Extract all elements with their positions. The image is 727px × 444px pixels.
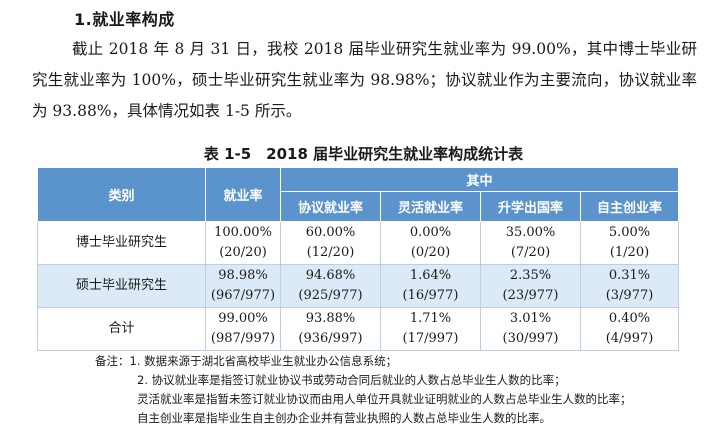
table-cell: 35.00% (7/20) bbox=[480, 221, 581, 265]
cell-fraction: (16/977) bbox=[402, 288, 459, 303]
cell-fraction: (967/977) bbox=[210, 288, 276, 303]
table-cell: 0.40% (4/997) bbox=[579, 307, 680, 351]
cell-fraction: (20/20) bbox=[219, 245, 267, 260]
table-cell: 94.68% (925/977) bbox=[280, 264, 381, 308]
table-caption: 表 1-5 2018 届毕业研究生就业率构成统计表 bbox=[203, 145, 524, 163]
cell-percent: 94.68% bbox=[305, 268, 356, 283]
table-cell: 60.00% (12/20) bbox=[280, 221, 381, 265]
note-line: 2. 协议就业率是指签订就业协议书或劳动合同后就业的人数占总毕业生人数的比率； bbox=[137, 373, 566, 387]
header-category: 类别 bbox=[37, 167, 206, 222]
cell-percent: 0.00% bbox=[409, 225, 452, 240]
cell-fraction: (7/20) bbox=[510, 245, 551, 260]
header-flexible-rate: 灵活就业率 bbox=[380, 191, 481, 222]
cell-percent: 0.31% bbox=[608, 268, 651, 283]
cell-percent: 1.64% bbox=[409, 268, 452, 283]
row-label: 博士毕业研究生 bbox=[37, 221, 206, 265]
table-cell: 100.00% (20/20) bbox=[205, 221, 281, 265]
cell-fraction: (925/977) bbox=[298, 288, 363, 303]
table-cell: 1.71% (17/997) bbox=[380, 307, 481, 351]
cell-percent: 99.00% bbox=[218, 311, 268, 326]
header-study-abroad-rate: 升学出国率 bbox=[480, 191, 581, 222]
cell-percent: 60.00% bbox=[305, 225, 356, 240]
cell-percent: 0.40% bbox=[608, 311, 651, 326]
table-cell: 98.98% (967/977) bbox=[205, 264, 281, 308]
notes-label: 备注： bbox=[95, 354, 130, 368]
table-notes: 备注：1. 数据来源于湖北省高校毕业生就业办公信息系统； 2. 协议就业率是指签… bbox=[95, 352, 632, 428]
cell-fraction: (23/977) bbox=[502, 288, 559, 303]
cell-fraction: (17/997) bbox=[402, 331, 459, 346]
cell-percent: 3.01% bbox=[509, 311, 552, 326]
cell-percent: 100.00% bbox=[214, 225, 272, 240]
row-label: 合计 bbox=[37, 307, 206, 351]
cell-percent: 2.35% bbox=[509, 268, 552, 283]
table-cell: 2.35% (23/977) bbox=[480, 264, 581, 308]
section-heading: 1.就业率构成 bbox=[74, 10, 175, 29]
table-row: 博士毕业研究生 100.00% (20/20) 60.00% (12/20) 0.0… bbox=[37, 221, 680, 265]
row-label: 硕士毕业研究生 bbox=[37, 264, 206, 308]
cell-fraction: (4/997) bbox=[605, 331, 654, 346]
table-cell: 5.00% (1/20) bbox=[579, 221, 680, 265]
cell-fraction: (936/997) bbox=[298, 331, 363, 346]
table-cell: 0.00% (0/20) bbox=[380, 221, 481, 265]
cell-percent: 98.98% bbox=[218, 268, 268, 283]
table-row: 硕士毕业研究生 98.98% (967/977) 94.68% (925/977) … bbox=[37, 264, 680, 308]
header-group: 其中 bbox=[279, 167, 680, 192]
header-rate: 就业率 bbox=[205, 167, 281, 222]
table-cell: 3.01% (30/997) bbox=[480, 307, 581, 351]
header-entrepreneurship-rate: 自主创业率 bbox=[579, 191, 680, 222]
table-row: 合计 99.00% (987/997) 93.88% (936/997) 1.71%… bbox=[37, 307, 680, 351]
note-line: 1. 数据来源于湖北省高校毕业生就业办公信息系统； bbox=[129, 354, 398, 368]
cell-fraction: (12/20) bbox=[306, 245, 355, 260]
cell-percent: 93.88% bbox=[305, 311, 356, 326]
note-line: 自主创业率是指毕业生自主创办企业并有营业执照的人数占总毕业生人数的比率。 bbox=[137, 411, 551, 425]
cell-fraction: (1/20) bbox=[609, 245, 650, 260]
table-cell: 0.31% (3/977) bbox=[579, 264, 680, 308]
cell-percent: 35.00% bbox=[505, 225, 556, 240]
table-cell: 93.88% (936/997) bbox=[280, 307, 381, 351]
cell-fraction: (987/997) bbox=[210, 331, 276, 346]
header-agreement-rate: 协议就业率 bbox=[280, 191, 381, 222]
cell-fraction: (0/20) bbox=[410, 245, 451, 260]
cell-percent: 5.00% bbox=[608, 225, 651, 240]
table-cell: 99.00% (987/997) bbox=[205, 307, 281, 351]
cell-fraction: (3/977) bbox=[605, 288, 654, 303]
cell-percent: 1.71% bbox=[409, 311, 452, 326]
note-line: 灵活就业率是指暂未签订就业协议而由用人单位开具就业证明就业的人数占总毕业生人数的… bbox=[137, 392, 632, 406]
intro-paragraph: 截止 2018 年 8 月 31 日，我校 2018 届毕业研究生就业率为 99… bbox=[32, 40, 697, 120]
table-cell: 1.64% (16/977) bbox=[380, 264, 481, 308]
cell-fraction: (30/997) bbox=[502, 331, 559, 346]
employment-rate-table: 类别 就业率 其中 协议就业率 灵活就业率 升学出国率 自主创业率 博士毕业研究… bbox=[37, 167, 680, 351]
